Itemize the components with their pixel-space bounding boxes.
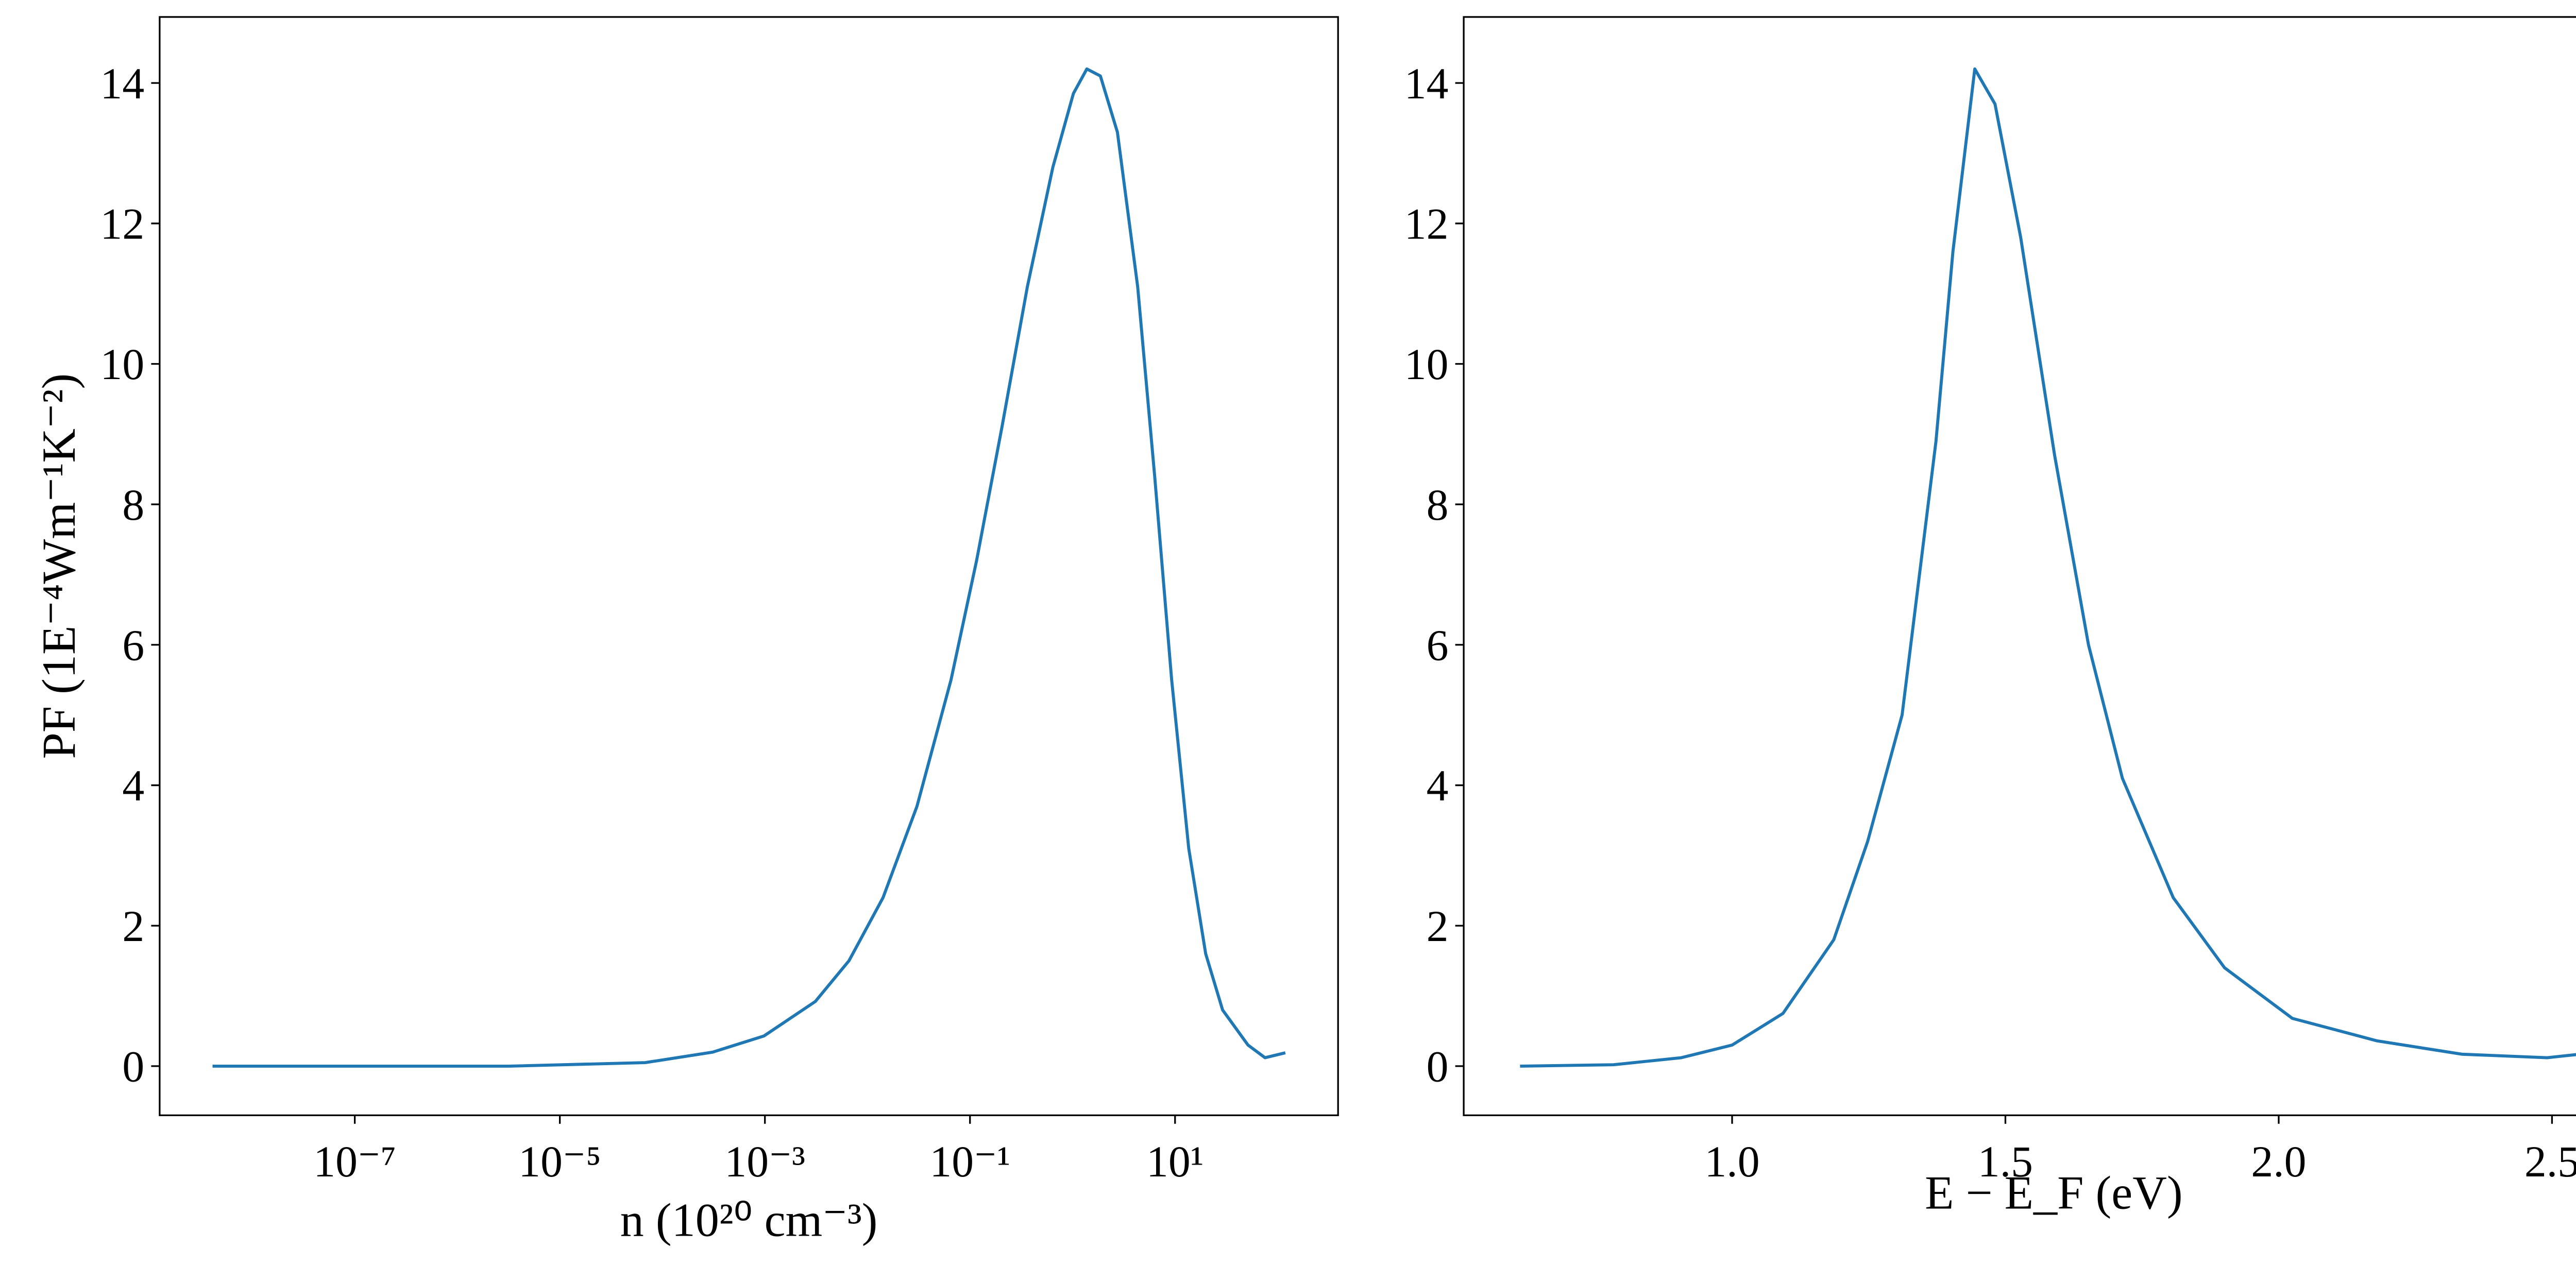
y-tick-label: 0 — [1427, 1042, 1449, 1091]
x-tick-label: 2.5 — [2524, 1137, 2576, 1186]
y-tick-label: 0 — [122, 1042, 144, 1091]
x-tick-label: 1.5 — [1978, 1137, 2033, 1186]
y-tick-label: 12 — [100, 199, 145, 248]
y-tick-label: 6 — [1427, 621, 1449, 670]
x-tick-label: 10⁻³ — [724, 1137, 805, 1186]
y-tick-label: 10 — [1404, 340, 1449, 389]
data-line — [1520, 67, 2576, 1068]
y-tick-label: 4 — [122, 761, 144, 810]
x-tick-label: 10⁻⁵ — [518, 1137, 601, 1186]
chart-panel: 0 2 4 6 8 10 12 14 10⁻⁷ 10⁻⁵ 10⁻³ 10⁻¹ 10¹ n (10²⁰ cm… — [32, 16, 1339, 1246]
y-tick-label: 10 — [100, 340, 145, 389]
data-line — [212, 67, 1286, 1068]
y-tick-label: 2 — [122, 902, 144, 951]
y-tick-label: 2 — [1427, 902, 1449, 951]
plot-frame — [1463, 16, 2576, 1116]
chart-panel: 0 2 4 6 8 10 12 14 1.0 1.5 2.0 2.5 E − E_F (eV) — [1404, 16, 2576, 1219]
y-tick-label: 4 — [1427, 761, 1449, 810]
y-tick-label: 14 — [100, 59, 145, 108]
y-tick-label: 12 — [1404, 199, 1449, 248]
plot-frame — [159, 16, 1339, 1116]
x-tick-label: 10¹ — [1146, 1137, 1204, 1186]
x-tick-label: 10⁻⁷ — [313, 1137, 396, 1186]
x-axis-label: E − E_F (eV) — [1925, 1167, 2182, 1219]
y-tick-label: 8 — [1427, 481, 1449, 529]
y-tick-label: 14 — [1404, 59, 1449, 108]
y-tick-label: 8 — [122, 481, 144, 529]
y-axis-label: PF (1E⁻⁴Wm⁻¹K⁻²) — [32, 373, 85, 759]
x-axis-label: n (10²⁰ cm⁻³) — [620, 1193, 878, 1246]
x-tick-label: 1.0 — [1704, 1137, 1759, 1186]
y-tick-label: 6 — [122, 621, 144, 670]
x-tick-label: 10⁻¹ — [929, 1137, 1010, 1186]
x-tick-label: 2.0 — [2251, 1137, 2306, 1186]
